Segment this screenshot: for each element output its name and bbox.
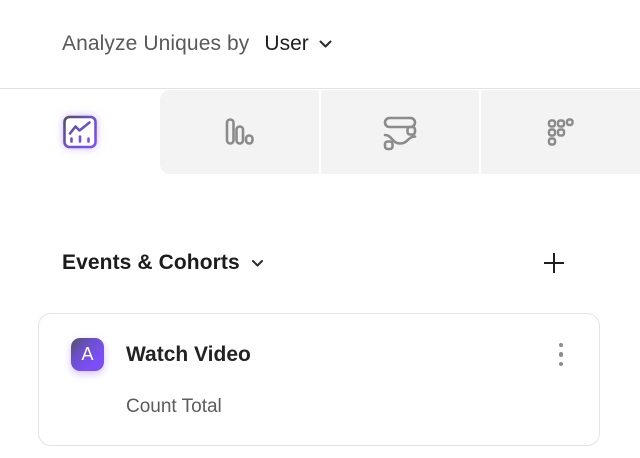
events-cohorts-dropdown[interactable]: Events & Cohorts (62, 251, 264, 275)
chevron-down-icon (251, 259, 263, 266)
kebab-dot (558, 361, 563, 367)
event-metric-selector[interactable]: Count Total (126, 396, 222, 417)
tab-separator (479, 90, 482, 174)
add-event-button[interactable] (541, 250, 567, 276)
flow-icon (383, 116, 417, 151)
kebab-menu-button[interactable] (555, 338, 568, 371)
line-chart-icon (63, 115, 97, 149)
tab-separator (318, 90, 321, 174)
bar-chart-icon (226, 118, 255, 145)
tab-bar-chart[interactable] (160, 90, 319, 174)
event-card[interactable]: A Watch Video Count Total (38, 313, 600, 446)
tab-retention[interactable] (481, 90, 640, 174)
analyze-by-value: User (264, 32, 309, 55)
plus-icon (544, 253, 564, 273)
analyze-by-dropdown[interactable]: User (262, 30, 334, 58)
chevron-down-icon (319, 40, 332, 48)
event-name: Watch Video (126, 343, 251, 366)
events-cohorts-header: Events & Cohorts (62, 247, 567, 279)
analysis-header: Analyze Uniques by User (0, 0, 640, 89)
events-cohorts-title: Events & Cohorts (62, 251, 240, 274)
tab-flows[interactable] (321, 90, 480, 174)
kebab-dot (558, 352, 563, 357)
unselected-tabs-group (160, 90, 640, 174)
analysis-header-label: Analyze Uniques by (62, 32, 250, 55)
kebab-dot (558, 342, 563, 348)
retention-grid-icon (547, 118, 574, 146)
chart-type-tabs (0, 90, 640, 174)
event-card-texts: Watch Video Count Total (126, 338, 251, 418)
event-badge: A (71, 338, 104, 371)
tab-insights[interactable] (0, 90, 160, 174)
